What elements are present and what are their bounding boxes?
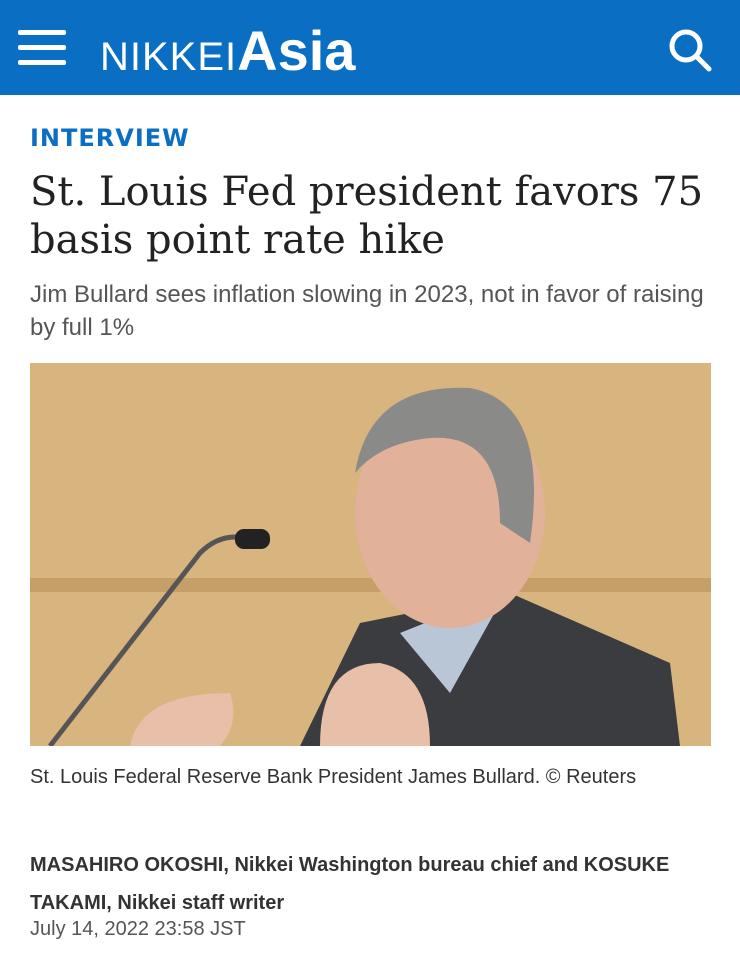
search-button[interactable] (668, 28, 712, 72)
logo-left: NIKKEI (100, 35, 238, 79)
photo-caption: St. Louis Federal Reserve Bank President… (30, 766, 637, 788)
logo-right: Asia (237, 19, 356, 82)
logo[interactable]: NIKKEIAsia (100, 18, 355, 83)
byline: MASAHIRO OKOSHI, Nikkei Washington burea… (30, 854, 670, 914)
article-photo (30, 363, 711, 746)
menu-button[interactable] (18, 30, 66, 75)
subheadline: Jim Bullard sees inflation slowing in 20… (30, 281, 704, 341)
headline: St. Louis Fed president favors 75 basis … (30, 169, 704, 263)
section-label[interactable]: INTERVIEW (30, 124, 190, 152)
header: NIKKEIAsia (0, 0, 740, 95)
publish-date: July 14, 2022 23:58 JST (30, 918, 246, 940)
